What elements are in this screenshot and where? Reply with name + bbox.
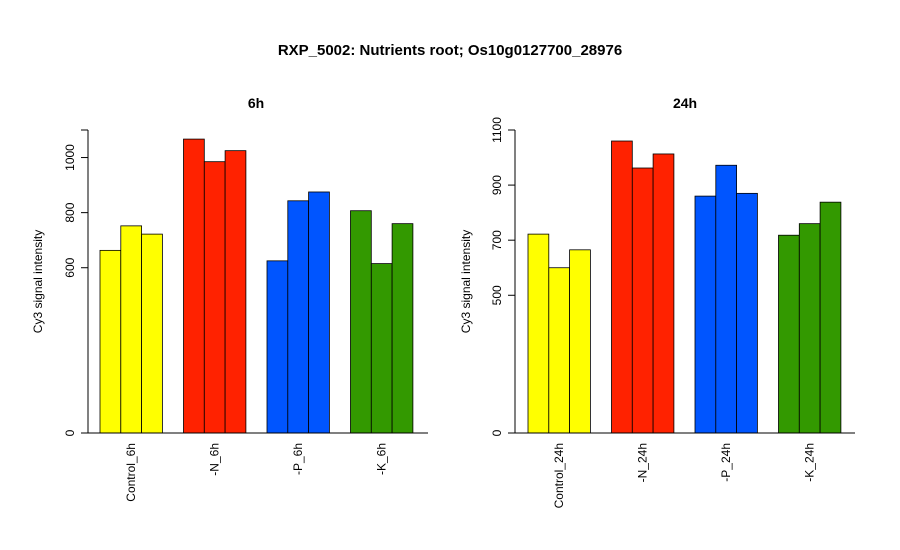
x-tick-label: -P_6h (291, 443, 305, 475)
y-tick-label: 500 (490, 285, 504, 305)
bar (99, 249, 122, 434)
y-tick-label: 600 (63, 257, 77, 277)
y-tick-label: 1100 (490, 117, 504, 143)
bar (631, 167, 654, 434)
x-tick-label: -N_24h (636, 443, 650, 482)
bar (287, 200, 309, 434)
bar (819, 201, 842, 434)
bar (694, 195, 717, 434)
x-tick-label: -K_24h (803, 443, 817, 482)
bar (798, 223, 821, 434)
bar (141, 233, 163, 434)
bar (183, 138, 205, 434)
bar (203, 161, 226, 434)
y-tick-label: 0 (63, 429, 77, 436)
x-tick-label: Control_6h (124, 443, 138, 502)
y-axis-label: Cy3 signal intensity (459, 230, 473, 333)
panel-title: 24h (673, 95, 697, 111)
y-tick-label: 800 (63, 202, 77, 222)
chart-panel-0: 6h Control_6h -N_6h -P_6h -K_6h 0 600 800 1000 Cy… (31, 95, 428, 502)
bar (350, 210, 372, 434)
bar (370, 263, 393, 434)
bar (224, 150, 247, 434)
bar (715, 164, 737, 434)
bar (308, 191, 330, 434)
y-tick-label: 0 (490, 429, 504, 436)
x-tick-label: -P_24h (719, 443, 733, 482)
bar (120, 225, 143, 434)
bar (778, 234, 800, 434)
bar (266, 260, 289, 434)
y-tick-label: 1000 (63, 144, 77, 171)
chart-panel-1: 24h Control_24h -N_24h -P_24h -K_24h 0 500 700 9… (459, 95, 855, 508)
bar (527, 233, 550, 434)
y-tick-label: 700 (490, 230, 504, 250)
bar (548, 267, 570, 434)
x-tick-label: -N_6h (208, 443, 222, 476)
x-tick-label: -K_6h (375, 443, 389, 475)
y-axis-label: Cy3 signal intensity (31, 230, 45, 333)
panel-title: 6h (248, 95, 264, 111)
y-tick-label: 900 (490, 175, 504, 195)
bar (391, 223, 414, 434)
bar (652, 153, 675, 434)
x-tick-label: Control_24h (552, 443, 566, 508)
chart-title: RXP_5002: Nutrients root; Os10g0127700_2… (278, 42, 622, 59)
bar (569, 249, 591, 434)
bar (611, 140, 633, 434)
bar (736, 192, 758, 434)
